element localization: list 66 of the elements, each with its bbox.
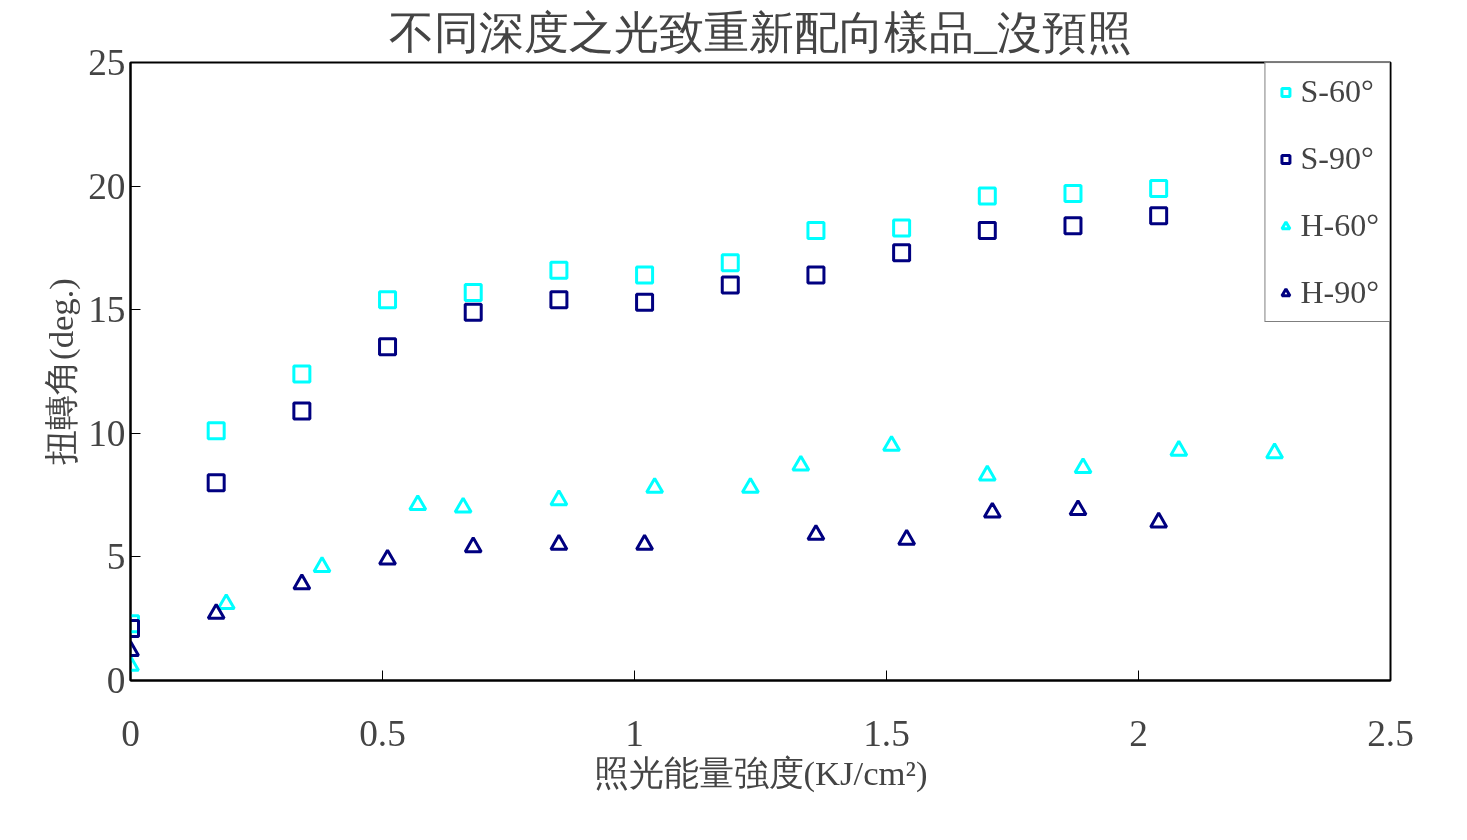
point [292, 401, 312, 421]
x-tick-label: 1 [625, 712, 644, 754]
legend-label: H-60° [1300, 207, 1379, 244]
point [892, 218, 912, 238]
point [453, 496, 473, 514]
point [977, 464, 997, 482]
point [982, 501, 1002, 519]
point [882, 434, 902, 452]
point [1063, 216, 1083, 236]
point [791, 454, 811, 472]
point [549, 489, 569, 507]
point [806, 265, 826, 285]
point [408, 494, 428, 512]
x-tick-label: 2.5 [1367, 712, 1414, 754]
y-tick-label: 10 [88, 412, 126, 454]
y-tick-label: 25 [88, 42, 126, 83]
x-axis-title: 照光能量強度(KJ/cm²) [593, 753, 928, 793]
point [206, 603, 226, 620]
point [635, 265, 655, 285]
point [645, 476, 665, 494]
legend-label: S-60° [1300, 73, 1374, 110]
point [378, 548, 398, 566]
point [463, 302, 483, 322]
point [977, 221, 997, 241]
point [1073, 457, 1093, 475]
point [292, 573, 312, 591]
point [1068, 499, 1088, 517]
point [549, 290, 569, 310]
point [635, 292, 655, 312]
point [463, 536, 483, 554]
point [292, 364, 312, 384]
point [720, 275, 740, 295]
point [206, 421, 226, 441]
x-tick-label: 0.5 [359, 712, 406, 754]
x-tick-label: 1.5 [863, 712, 910, 754]
point [463, 282, 483, 302]
point [977, 186, 997, 206]
point [216, 593, 236, 610]
point [1265, 442, 1285, 460]
y-tick-label: 20 [88, 165, 126, 207]
point [806, 221, 826, 241]
point [1063, 184, 1083, 204]
point [549, 260, 569, 280]
point [378, 290, 398, 310]
point [1149, 511, 1169, 529]
point [312, 556, 332, 573]
point [549, 533, 569, 551]
legend-label: S-90° [1300, 140, 1374, 177]
point [720, 253, 740, 273]
point [1169, 439, 1189, 457]
y-tick-label: 15 [88, 289, 126, 331]
y-axis-title: 扭轉角(deg.) [42, 278, 82, 465]
point [897, 528, 917, 546]
y-tick-label: 0 [106, 660, 126, 701]
point [740, 476, 760, 494]
point [378, 337, 398, 357]
point [635, 533, 655, 551]
legend-label: H-90° [1300, 274, 1379, 311]
point [1149, 206, 1169, 226]
point [1149, 179, 1169, 199]
chart-title: 不同深度之光致重新配向樣品_沒預照 [389, 7, 1132, 58]
point [892, 243, 912, 263]
y-tick-label: 5 [106, 536, 126, 578]
point [806, 523, 826, 541]
point [206, 473, 226, 493]
x-tick-label: 2 [1129, 712, 1148, 754]
